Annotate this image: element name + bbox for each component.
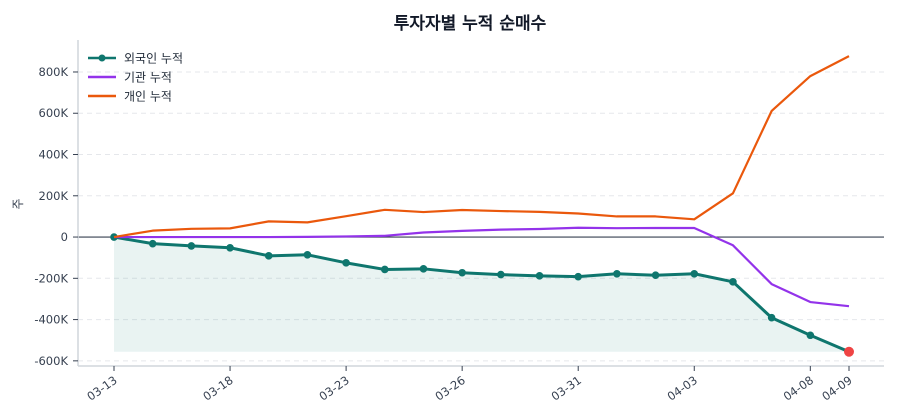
legend-label: 외국인 누적 — [124, 52, 183, 66]
data-point — [767, 313, 776, 322]
y-tick-label: 200K — [39, 189, 69, 203]
data-point — [187, 242, 196, 250]
area-fill — [114, 237, 849, 352]
y-axis-label: 주 — [11, 198, 25, 209]
data-point — [419, 265, 428, 273]
data-point — [806, 331, 815, 340]
x-tick-label: 03-26 — [432, 373, 467, 404]
data-point — [264, 252, 273, 260]
data-point — [342, 259, 350, 267]
chart-title: 투자자별 누적 순매수 — [394, 14, 547, 34]
y-tick-label: -200K — [34, 271, 68, 285]
x-tick-label: 03-13 — [84, 373, 119, 404]
data-point — [380, 265, 389, 274]
data-point — [226, 243, 234, 252]
data-point — [497, 270, 505, 279]
x-tick-label: 03-31 — [549, 373, 584, 404]
legend-marker — [98, 54, 106, 62]
x-tick-label: 03-23 — [316, 373, 351, 404]
area-fill-foreign — [114, 237, 849, 352]
data-point — [458, 268, 466, 277]
data-point — [690, 269, 699, 278]
data-point — [613, 269, 621, 278]
y-tick-label: 600K — [39, 106, 69, 120]
series-line-0 — [113, 235, 850, 354]
series-line-2 — [113, 55, 850, 239]
legend-label: 개인 누적 — [124, 90, 172, 104]
y-tick-label: -600K — [34, 354, 68, 368]
axes — [77, 40, 884, 367]
series-lines — [110, 55, 854, 357]
data-point — [148, 239, 157, 248]
legend-label: 기관 누적 — [124, 71, 172, 85]
y-tick-label: -400K — [34, 313, 68, 327]
y-tick-label: 0 — [61, 230, 68, 244]
last-point-marker — [844, 346, 854, 357]
y-tick-label: 800K — [39, 65, 69, 79]
data-point — [303, 250, 312, 259]
series-line-1 — [114, 226, 850, 308]
x-tick-label: 04-03 — [665, 373, 700, 404]
data-point — [535, 272, 544, 280]
x-tick-label: 03-18 — [200, 373, 235, 404]
data-point — [729, 278, 737, 286]
data-point — [651, 271, 660, 280]
y-ticks: -600K -400K -200K 0 200K 400K 600K 800K — [34, 65, 78, 368]
x-ticks: 03-13 03-18 03-23 03-26 03-31 04-03 04-08 04-09 — [84, 366, 855, 404]
x-tick-label: 04-09 — [819, 373, 854, 404]
x-tick-label: 04-08 — [781, 373, 816, 404]
y-tick-label: 400K — [39, 148, 69, 162]
data-point — [574, 272, 583, 281]
